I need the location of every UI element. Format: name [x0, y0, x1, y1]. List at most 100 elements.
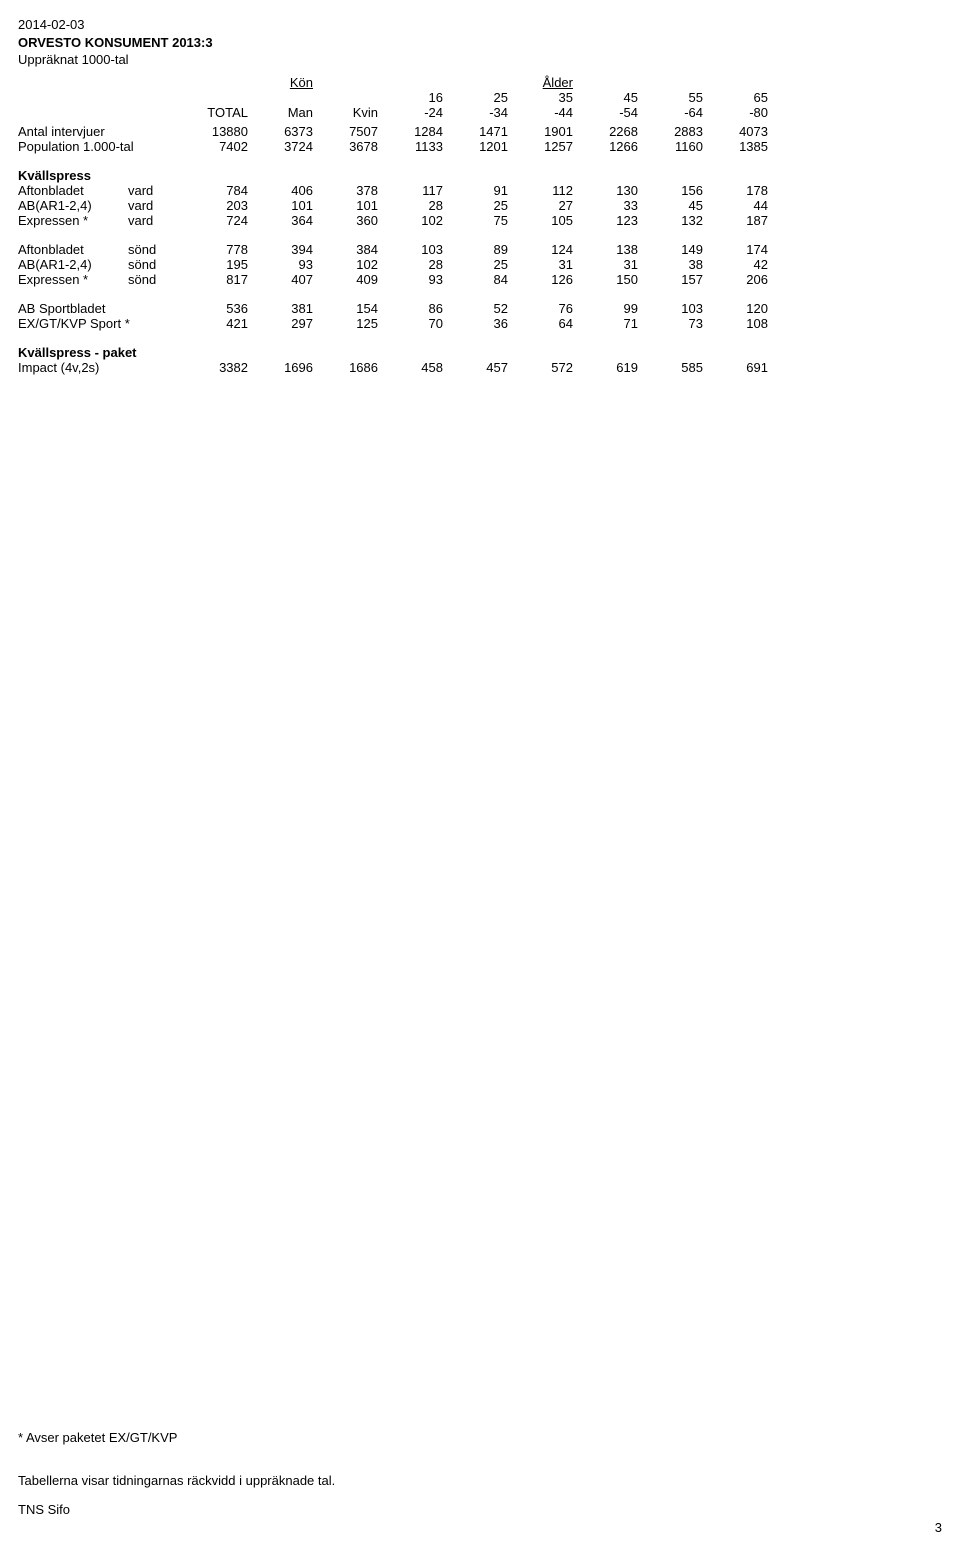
- cell: 28: [378, 257, 443, 272]
- cell: 124: [508, 242, 573, 257]
- cell: 585: [638, 360, 703, 375]
- cell: 394: [248, 242, 313, 257]
- cell: 101: [313, 198, 378, 213]
- table-row: AB(AR1-2,4) vard 203 101 101 28 25 27 33…: [18, 198, 768, 213]
- table-row: Population 1.000-tal 7402 3724 3678 1133…: [18, 139, 768, 154]
- col-man: Man: [248, 105, 313, 120]
- cell: 409: [313, 272, 378, 287]
- cell: 384: [313, 242, 378, 257]
- row-label: Expressen *: [18, 213, 128, 228]
- cell: 105: [508, 213, 573, 228]
- cell: 93: [248, 257, 313, 272]
- table-row: Expressen * sönd 817 407 409 93 84 126 1…: [18, 272, 768, 287]
- cell: 778: [183, 242, 248, 257]
- cell: 99: [573, 301, 638, 316]
- section-title: Kvällspress - paket: [18, 345, 768, 360]
- table-row: Aftonbladet vard 784 406 378 117 91 112 …: [18, 183, 768, 198]
- column-header-row: TOTAL Man Kvin -24 -34 -44 -54 -64 -80: [18, 105, 768, 120]
- cell: 75: [443, 213, 508, 228]
- cell: 1257: [508, 139, 573, 154]
- age-bottom: -44: [508, 105, 573, 120]
- cell: 108: [703, 316, 768, 331]
- footnote-asterisk: * Avser paketet EX/GT/KVP: [18, 1430, 942, 1445]
- footer-block: * Avser paketet EX/GT/KVP Tabellerna vis…: [18, 1430, 942, 1517]
- age-top-row: 16 25 35 45 55 65: [18, 90, 768, 105]
- cell: 13880: [183, 124, 248, 139]
- cell: 619: [573, 360, 638, 375]
- cell: 378: [313, 183, 378, 198]
- row-label: AB(AR1-2,4): [18, 198, 128, 213]
- section-title-row: Kvällspress: [18, 168, 768, 183]
- cell: 103: [638, 301, 703, 316]
- cell: 3382: [183, 360, 248, 375]
- table-row: Impact (4v,2s) 3382 1696 1686 458 457 57…: [18, 360, 768, 375]
- cell: 86: [378, 301, 443, 316]
- cell: 36: [443, 316, 508, 331]
- age-bottom: -54: [573, 105, 638, 120]
- cell: 174: [703, 242, 768, 257]
- table-row: AB(AR1-2,4) sönd 195 93 102 28 25 31 31 …: [18, 257, 768, 272]
- age-bottom: -34: [443, 105, 508, 120]
- cell: 138: [573, 242, 638, 257]
- cell: 1133: [378, 139, 443, 154]
- row-label: Antal intervjuer: [18, 124, 183, 139]
- row-label: EX/GT/KVP Sport *: [18, 316, 183, 331]
- cell: 156: [638, 183, 703, 198]
- report-title: ORVESTO KONSUMENT 2013:3: [18, 34, 942, 52]
- cell: 364: [248, 213, 313, 228]
- cell: 458: [378, 360, 443, 375]
- cell: 27: [508, 198, 573, 213]
- row-sublabel: sönd: [128, 242, 183, 257]
- cell: 91: [443, 183, 508, 198]
- cell: 102: [313, 257, 378, 272]
- cell: 297: [248, 316, 313, 331]
- cell: 149: [638, 242, 703, 257]
- cell: 381: [248, 301, 313, 316]
- cell: 7507: [313, 124, 378, 139]
- row-label: AB Sportbladet: [18, 301, 183, 316]
- col-total: TOTAL: [183, 105, 248, 120]
- cell: 3724: [248, 139, 313, 154]
- column-group-row: Kön Ålder: [18, 75, 768, 90]
- report-subtitle: Uppräknat 1000-tal: [18, 51, 942, 69]
- cell: 157: [638, 272, 703, 287]
- cell: 125: [313, 316, 378, 331]
- cell: 724: [183, 213, 248, 228]
- cell: 101: [248, 198, 313, 213]
- cell: 195: [183, 257, 248, 272]
- cell: 1686: [313, 360, 378, 375]
- age-top: 65: [703, 90, 768, 105]
- cell: 123: [573, 213, 638, 228]
- footer-org: TNS Sifo: [18, 1502, 942, 1517]
- table-row: EX/GT/KVP Sport * 421 297 125 70 36 64 7…: [18, 316, 768, 331]
- row-label: Aftonbladet: [18, 242, 128, 257]
- cell: 1471: [443, 124, 508, 139]
- data-table: Kön Ålder 16 25 35 45 55 65 TOTAL Man Kv…: [18, 75, 768, 375]
- cell: 1385: [703, 139, 768, 154]
- cell: 421: [183, 316, 248, 331]
- row-label: Impact (4v,2s): [18, 360, 183, 375]
- section-title-row: Kvällspress - paket: [18, 345, 768, 360]
- cell: 457: [443, 360, 508, 375]
- table-row: Aftonbladet sönd 778 394 384 103 89 124 …: [18, 242, 768, 257]
- cell: 93: [378, 272, 443, 287]
- cell: 203: [183, 198, 248, 213]
- cell: 70: [378, 316, 443, 331]
- row-sublabel: vard: [128, 213, 183, 228]
- cell: 4073: [703, 124, 768, 139]
- cell: 89: [443, 242, 508, 257]
- cell: 103: [378, 242, 443, 257]
- cell: 76: [508, 301, 573, 316]
- cell: 38: [638, 257, 703, 272]
- report-date: 2014-02-03: [18, 16, 942, 34]
- col-group-kon: Kön: [290, 75, 313, 90]
- cell: 691: [703, 360, 768, 375]
- cell: 44: [703, 198, 768, 213]
- cell: 7402: [183, 139, 248, 154]
- row-sublabel: sönd: [128, 272, 183, 287]
- cell: 572: [508, 360, 573, 375]
- cell: 360: [313, 213, 378, 228]
- cell: 130: [573, 183, 638, 198]
- cell: 817: [183, 272, 248, 287]
- cell: 126: [508, 272, 573, 287]
